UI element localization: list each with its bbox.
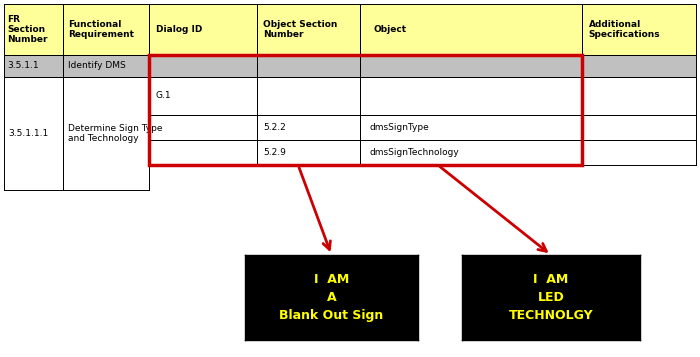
Polygon shape (257, 55, 360, 77)
Text: Identify DMS: Identify DMS (68, 61, 126, 70)
Text: Object: Object (374, 25, 407, 34)
Polygon shape (149, 55, 257, 77)
Polygon shape (360, 4, 582, 55)
Text: Determine Sign Type
and Technology: Determine Sign Type and Technology (68, 124, 162, 143)
Polygon shape (462, 255, 640, 340)
Text: G.1: G.1 (156, 91, 172, 101)
Text: Dialog ID: Dialog ID (156, 25, 202, 34)
Polygon shape (4, 4, 63, 55)
Polygon shape (245, 255, 418, 340)
Text: I  AM
A
Blank Out Sign: I AM A Blank Out Sign (279, 273, 384, 322)
Text: dmsSignTechnology: dmsSignTechnology (369, 148, 459, 157)
Polygon shape (582, 4, 696, 55)
Text: 5.2.2: 5.2.2 (262, 123, 286, 132)
Bar (149, 55, 582, 165)
Text: I  AM
LED
TECHNOLGY: I AM LED TECHNOLGY (509, 273, 594, 322)
Text: dmsSignType: dmsSignType (369, 123, 429, 132)
Polygon shape (257, 4, 360, 55)
Text: 3.5.1.1.1: 3.5.1.1.1 (8, 129, 49, 138)
Polygon shape (63, 55, 149, 77)
Polygon shape (63, 4, 149, 55)
Text: 5.2.9: 5.2.9 (262, 148, 286, 157)
Polygon shape (582, 55, 696, 77)
Text: Additional
Specifications: Additional Specifications (589, 20, 660, 39)
Polygon shape (360, 55, 582, 77)
Text: Functional
Requirement: Functional Requirement (68, 20, 134, 39)
Text: FR
Section
Number: FR Section Number (8, 15, 48, 44)
Polygon shape (149, 4, 257, 55)
Text: 3.5.1.1: 3.5.1.1 (8, 61, 39, 70)
Text: Object Section
Number: Object Section Number (262, 20, 337, 39)
Polygon shape (4, 55, 63, 77)
